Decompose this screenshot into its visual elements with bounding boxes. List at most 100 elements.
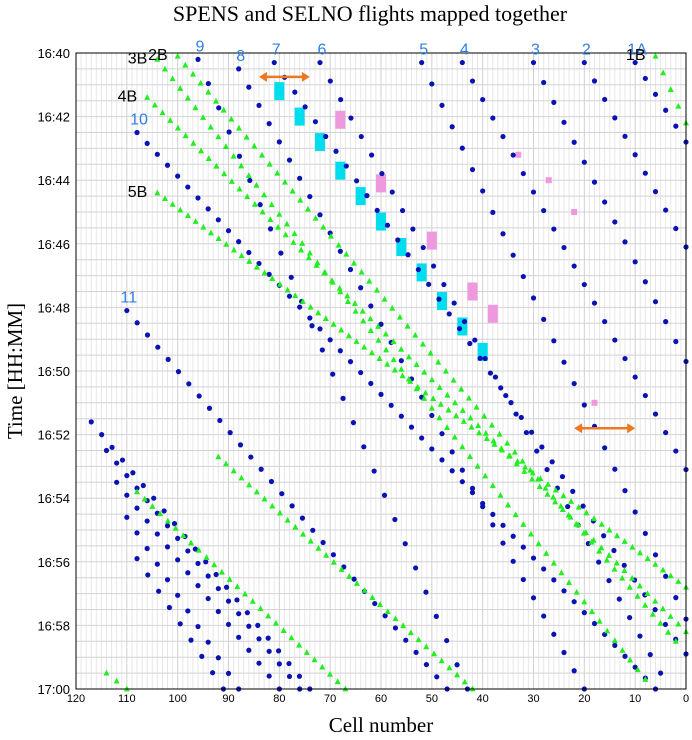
- selno-point: [265, 612, 272, 619]
- selno-point: [141, 495, 148, 502]
- selno-point: [376, 355, 383, 362]
- selno-point: [474, 462, 481, 469]
- spens-point: [395, 237, 401, 243]
- highlights: [274, 82, 598, 406]
- spens-point: [632, 374, 638, 380]
- selno-point: [390, 338, 397, 345]
- selno-point: [626, 583, 633, 590]
- spens-point: [612, 219, 618, 225]
- selno-point: [113, 677, 120, 684]
- spens-point: [130, 470, 136, 476]
- selno-point: [261, 269, 268, 276]
- spens-point: [581, 159, 587, 165]
- selno-point: [499, 446, 506, 453]
- selno-point: [197, 79, 204, 86]
- selno-point: [596, 547, 603, 554]
- spens-point: [580, 503, 586, 509]
- selno-point: [230, 467, 237, 474]
- selno-point: [276, 210, 283, 217]
- selno-point: [475, 422, 482, 429]
- selno-point: [200, 223, 207, 230]
- selno-point: [361, 343, 368, 350]
- spens-point: [309, 323, 315, 329]
- y-tick-label: 16:50: [37, 364, 70, 379]
- spens-point: [520, 273, 526, 280]
- spens-point: [449, 124, 455, 130]
- spens-point: [185, 184, 191, 190]
- spens-point: [492, 374, 499, 380]
- selno-point: [428, 376, 435, 383]
- spens-point: [591, 300, 598, 306]
- spens-point: [622, 653, 628, 659]
- spens-point: [510, 558, 516, 564]
- selno-point: [292, 523, 299, 530]
- spens-point: [256, 636, 262, 642]
- spens-point: [647, 651, 653, 658]
- spens-point: [165, 356, 171, 363]
- spens-point: [164, 544, 171, 550]
- spens-point: [490, 511, 496, 518]
- spens-point: [371, 468, 377, 474]
- spens-point: [423, 589, 429, 595]
- spens-point: [225, 670, 232, 676]
- selno-point: [421, 395, 428, 401]
- selno-point: [621, 538, 628, 544]
- selno-point: [536, 483, 543, 490]
- selno-point: [407, 629, 414, 636]
- spens-point: [237, 442, 244, 448]
- spens-point: [408, 424, 415, 430]
- spens-point: [642, 75, 648, 82]
- spens-point: [632, 152, 638, 158]
- spens-point: [663, 207, 669, 213]
- pink-highlight: [487, 304, 498, 323]
- spens-point: [186, 381, 192, 387]
- spens-point: [236, 634, 242, 640]
- selno-point: [205, 88, 212, 95]
- spens-point: [392, 625, 399, 631]
- spens-point: [320, 539, 326, 546]
- spens-point: [347, 359, 354, 365]
- spens-point: [530, 555, 537, 561]
- arrow-head-right: [301, 71, 310, 82]
- spens-point: [372, 600, 378, 607]
- spens-point: [436, 296, 442, 302]
- spens-point: [612, 466, 618, 472]
- selno-point: [483, 435, 490, 442]
- spens-point: [171, 521, 178, 527]
- spens-point: [642, 279, 648, 285]
- spens-point: [616, 596, 622, 602]
- spens-point: [213, 571, 219, 578]
- selno-point: [182, 61, 189, 68]
- x-tick-label: 50: [426, 693, 438, 705]
- selno-point: [226, 576, 233, 582]
- selno-point: [305, 254, 312, 261]
- selno-point: [529, 475, 536, 482]
- spens-point: [134, 505, 140, 511]
- spens-point: [508, 400, 514, 406]
- selno-point: [573, 588, 580, 595]
- spens-point: [528, 429, 535, 435]
- selno-point: [412, 331, 419, 338]
- selno-point: [244, 193, 251, 200]
- spens-point: [530, 595, 537, 601]
- spens-point: [632, 664, 638, 670]
- spens-point: [227, 430, 233, 436]
- selno-point: [284, 286, 291, 293]
- spens-point: [215, 608, 221, 615]
- selno-point: [488, 421, 495, 428]
- selno-point: [297, 196, 304, 203]
- grid: [76, 53, 686, 689]
- spens-point: [317, 326, 323, 332]
- spens-point: [327, 337, 333, 343]
- selno-point: [323, 551, 330, 558]
- selno-point: [267, 216, 274, 223]
- selno-point: [253, 488, 260, 495]
- flight-label: 11: [121, 290, 138, 307]
- selno-point: [590, 536, 597, 543]
- spens-point: [236, 611, 242, 617]
- selno-point: [415, 636, 422, 643]
- spens-point: [299, 515, 306, 521]
- spens-point: [257, 202, 263, 208]
- selno-point: [575, 503, 582, 510]
- spens-point: [302, 104, 308, 110]
